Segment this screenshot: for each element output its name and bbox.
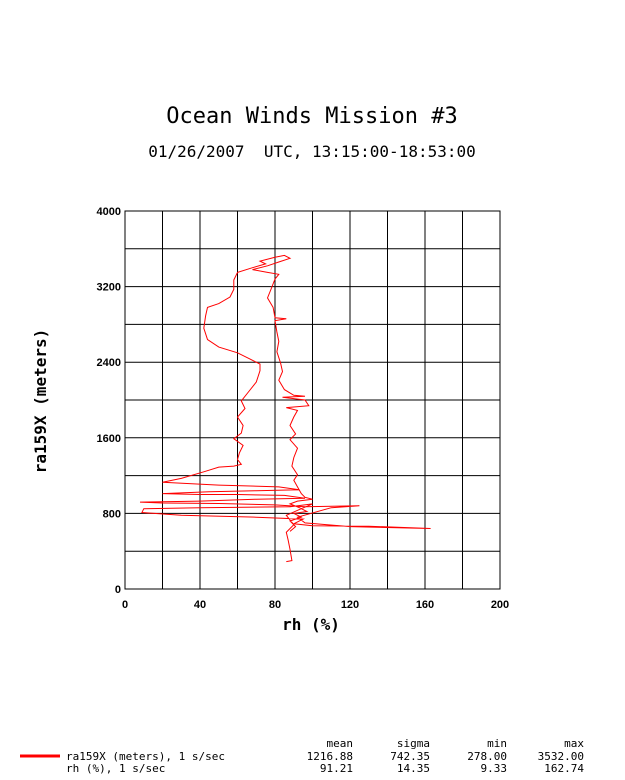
stats-table: mean sigma min max ra159X (meters), 1 s/…: [20, 737, 584, 775]
y-tick-label: 4000: [97, 206, 121, 218]
grid: [124, 210, 501, 590]
stats-row-max: 162.74: [544, 762, 584, 775]
x-axis-label: rh (%): [282, 615, 340, 634]
stats-row-label: rh (%), 1 s/sec: [66, 762, 165, 775]
x-tick-label: 200: [491, 599, 509, 611]
chart-subtitle: 01/26/2007 UTC, 13:15:00-18:53:00: [148, 142, 476, 161]
stats-row-mean: 91.21: [320, 762, 353, 775]
y-tick-label: 2400: [97, 357, 121, 369]
chart-title: Ocean Winds Mission #3: [166, 104, 457, 129]
y-axis-label: ra159X (meters): [31, 329, 50, 474]
stats-header-sigma: sigma: [397, 737, 430, 750]
stats-row-max: 3532.00: [538, 750, 584, 763]
stats-row-sigma: 742.35: [390, 750, 430, 763]
series-line-ra159x: [139, 254, 431, 563]
x-tick-label: 160: [416, 599, 434, 611]
stats-header-max: max: [564, 737, 584, 750]
stats-header-min: min: [487, 737, 507, 750]
stats-row-min: 278.00: [467, 750, 507, 763]
stats-row-min: 9.33: [481, 762, 508, 775]
plot-frame: [124, 210, 501, 590]
stats-row-sigma: 14.35: [397, 762, 430, 775]
x-tick-label: 80: [269, 599, 281, 611]
y-tick-label: 0: [115, 584, 121, 596]
y-tick-label: 800: [103, 508, 121, 520]
stats-row-label: ra159X (meters), 1 s/sec: [66, 750, 225, 763]
x-tick-label: 120: [341, 599, 359, 611]
y-tick-label: 3200: [97, 282, 121, 294]
x-tick-label: 0: [122, 599, 128, 611]
stats-header-mean: mean: [327, 737, 354, 750]
x-tick-labels: 0 40 80 120 160 200: [122, 599, 509, 611]
stats-row-mean: 1216.88: [307, 750, 353, 763]
y-tick-labels: 0 800 1600 2400 3200 4000: [97, 206, 121, 596]
y-tick-label: 1600: [97, 433, 121, 445]
x-tick-label: 40: [194, 599, 206, 611]
